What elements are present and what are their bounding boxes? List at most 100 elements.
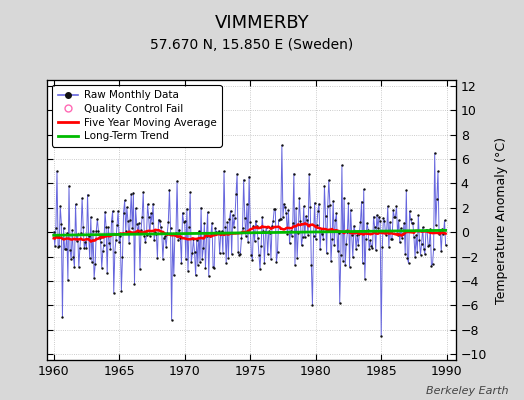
Point [310,200,319,206]
Point [162,244,170,250]
Point [300,203,308,210]
Point [49,229,58,235]
Point [202,233,211,239]
Point [290,170,298,177]
Point [351,228,359,235]
Point [53,168,61,174]
Point [190,249,199,256]
Point [158,229,166,236]
Point [121,197,129,204]
Point [227,251,236,257]
Point [350,223,358,229]
Point [247,252,256,258]
Point [89,228,97,234]
Point [400,220,408,226]
Point [281,204,289,210]
Point [287,228,295,234]
Point [333,248,342,254]
Point [366,237,375,243]
Point [378,244,387,250]
Point [177,260,185,266]
Point [292,205,300,212]
Point [258,214,266,220]
Point [141,239,149,245]
Point [270,206,278,212]
Point [130,281,139,287]
Point [322,250,331,256]
Point [165,186,173,193]
Point [254,235,262,241]
Point [257,242,265,249]
Point [356,218,365,225]
Point [352,246,361,252]
Point [395,217,403,223]
Point [380,218,389,224]
Point [52,225,60,231]
Point [125,240,133,246]
Point [195,228,203,234]
Point [316,246,324,252]
Point [225,216,234,222]
Point [252,218,260,224]
Point [303,217,311,223]
Point [403,255,411,262]
Point [374,225,382,231]
Point [376,218,384,224]
Point [440,217,449,224]
Point [315,200,323,207]
Point [132,205,140,212]
Point [205,233,214,240]
Point [369,213,378,220]
Point [110,290,118,296]
Point [111,248,119,255]
Point [174,237,182,243]
Point [419,224,427,230]
Point [438,226,446,232]
Point [373,212,381,218]
Point [328,236,336,242]
Point [119,210,128,216]
Point [441,242,450,248]
Point [191,272,200,279]
Point [91,261,100,268]
Point [414,212,422,219]
Point [238,225,247,232]
Point [391,214,400,220]
Point [302,213,310,220]
Point [112,236,120,243]
Point [436,227,444,234]
Point [178,210,187,216]
Point [59,224,68,231]
Point [160,234,168,241]
Point [93,216,102,222]
Point [401,251,409,257]
Point [362,236,370,242]
Point [166,225,174,231]
Point [342,241,351,247]
Point [277,216,285,222]
Text: Berkeley Earth: Berkeley Earth [426,386,508,396]
Point [182,256,190,262]
Point [219,250,227,256]
Point [305,171,313,177]
Point [278,142,286,148]
Point [439,231,447,238]
Point [224,255,233,261]
Point [332,210,341,217]
Point [390,213,399,220]
Point [368,245,377,251]
Point [397,225,405,232]
Point [268,223,276,229]
Point [168,317,176,323]
Point [340,195,348,201]
Point [104,224,113,231]
Point [246,219,254,226]
Point [64,277,72,283]
Point [80,245,89,252]
Point [234,249,243,256]
Point [179,218,188,225]
Point [346,207,355,213]
Point [60,246,69,252]
Point [180,218,189,224]
Point [364,226,373,233]
